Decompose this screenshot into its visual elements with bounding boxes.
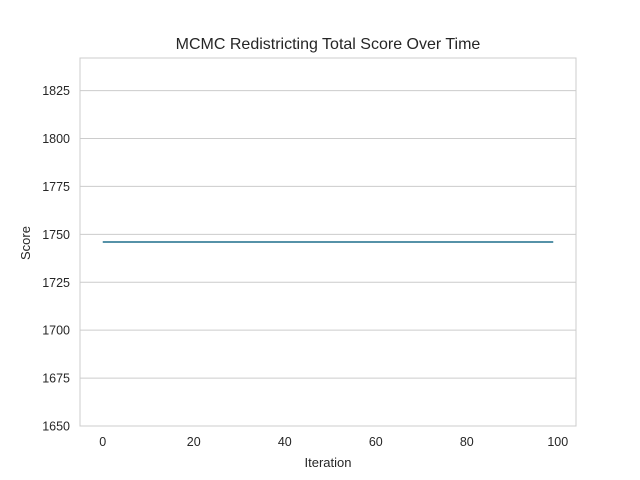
- y-axis-label: Score: [18, 226, 33, 260]
- y-tick-label: 1800: [42, 132, 70, 146]
- y-tick-label: 1675: [42, 372, 70, 386]
- y-tick-label: 1725: [42, 276, 70, 290]
- axes-frame: [79, 57, 577, 427]
- x-tick-label: 0: [99, 435, 106, 449]
- x-tick-label: 60: [369, 435, 383, 449]
- x-axis-label: Iteration: [305, 455, 352, 470]
- chart-title: MCMC Redistricting Total Score Over Time: [176, 36, 481, 53]
- y-tick-label: 1750: [42, 228, 70, 242]
- plot-frame: [79, 57, 577, 427]
- y-tick-label: 1700: [42, 324, 70, 338]
- x-tick-label: 20: [187, 435, 201, 449]
- x-tick-label: 40: [278, 435, 292, 449]
- y-tick-label: 1825: [42, 84, 70, 98]
- y-tick-labels: 1650 1675 1700 1725 1750 1775 1800 1825: [42, 84, 70, 433]
- x-tick-label: 100: [547, 435, 568, 449]
- grid: [80, 90, 576, 427]
- y-tick-label: 1650: [42, 420, 70, 434]
- x-tick-label: 80: [460, 435, 474, 449]
- y-tick-label: 1775: [42, 180, 70, 194]
- x-tick-labels: 0 20 40 60 80 100: [99, 435, 568, 449]
